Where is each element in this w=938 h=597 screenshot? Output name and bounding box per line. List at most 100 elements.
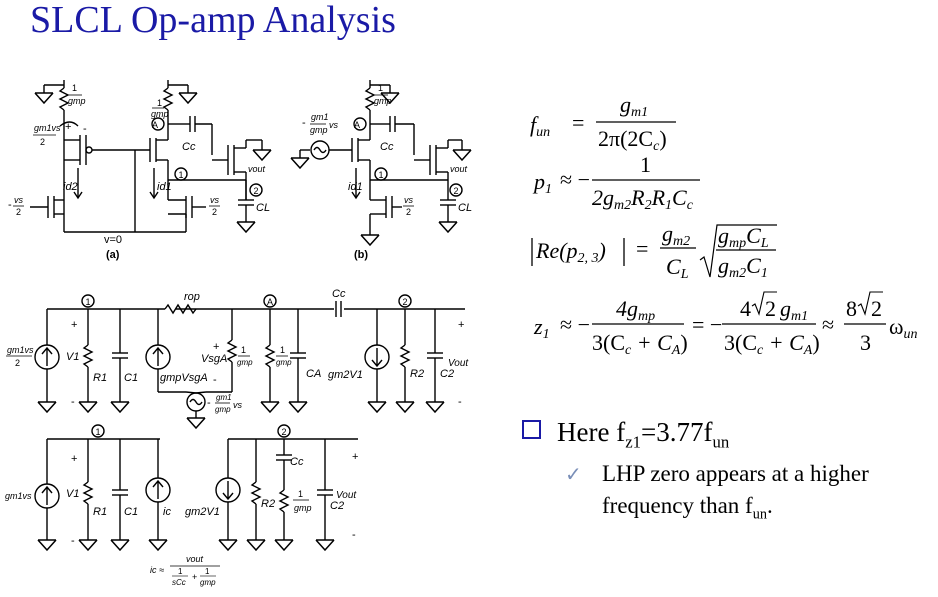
svg-text:A: A (267, 297, 273, 307)
svg-text:gm1vs: gm1vs (7, 345, 34, 355)
svg-text:V1: V1 (66, 488, 79, 500)
svg-text:R1: R1 (93, 372, 107, 384)
svg-text:2: 2 (871, 296, 882, 321)
svg-text:gmp: gmp (68, 96, 86, 106)
svg-text:id2: id2 (63, 181, 78, 193)
svg-text:gmp: gmp (276, 358, 292, 367)
small-signal-circuit-1 (34, 294, 465, 429)
equation-p1: p1 ≈ − 1 2gm2R2R1Cc (532, 152, 700, 213)
svg-text:(a): (a) (106, 249, 120, 261)
svg-text:8: 8 (846, 296, 857, 321)
svg-text:1: 1 (378, 170, 383, 180)
svg-text:Cc: Cc (290, 456, 304, 468)
svg-text:+: + (192, 572, 197, 582)
equation-z1: z1 ≈ − 4gmp 3(Cc + CA) = − 4 2 gm1 3(Cc … (533, 291, 917, 358)
svg-text:3(Cc + CA): 3(Cc + CA) (592, 330, 688, 358)
svg-text:gmp: gmp (374, 96, 392, 106)
svg-text:gmp: gmp (237, 358, 253, 367)
svg-text:1: 1 (72, 83, 77, 93)
sub-line-2: frequency than fun. (602, 493, 773, 523)
svg-text:gm2V1: gm2V1 (185, 506, 220, 518)
svg-text:gm2V1: gm2V1 (328, 369, 363, 381)
svg-text:CL: CL (666, 254, 689, 282)
svg-text:3: 3 (860, 330, 871, 355)
svg-text:V1: V1 (66, 351, 79, 363)
svg-text:VsgA: VsgA (201, 353, 227, 365)
svg-text:1: 1 (241, 345, 246, 355)
svg-text:CL: CL (458, 202, 472, 214)
svg-text:ic: ic (163, 506, 171, 518)
svg-text:Cc: Cc (332, 288, 346, 300)
bullet-main: Here fz1=3.77fun (522, 417, 729, 452)
circuit-a (30, 80, 272, 233)
svg-text:+: + (71, 319, 77, 331)
svg-text:2: 2 (15, 358, 20, 368)
circuit-b-labels: 1 gmp - gm1 gmp vs A 1 2 Cc vout CL id1 … (302, 83, 472, 261)
svg-text:1: 1 (157, 98, 162, 108)
svg-text:vs: vs (329, 120, 339, 130)
svg-text:-: - (213, 374, 217, 386)
equations: fun = gm1 2π(2Cc) p1 ≈ − 1 2gm2R2R1Cc Re… (530, 92, 917, 358)
svg-text:=: = (572, 110, 584, 135)
svg-text:4gmp: 4gmp (616, 296, 655, 324)
equation-re-p23: Re(p2, 3) = gm2 CL gmpCL gm2C1 (531, 221, 777, 282)
svg-text:2: 2 (253, 186, 258, 196)
checkbox-bullet-icon (522, 420, 541, 439)
svg-text:gm1: gm1 (216, 393, 232, 402)
svg-text:2: 2 (765, 296, 776, 321)
svg-text:1: 1 (378, 83, 383, 93)
svg-text:ωun: ωun (889, 314, 917, 342)
svg-text:vout: vout (450, 164, 468, 174)
svg-text:vout: vout (248, 164, 266, 174)
svg-text:2: 2 (402, 297, 407, 307)
svg-text:gmp: gmp (294, 503, 312, 513)
checkmark-icon: ✓ (565, 464, 582, 486)
svg-text:≈: ≈ (822, 312, 834, 337)
svg-text:gmp: gmp (310, 125, 328, 135)
svg-text:2: 2 (453, 186, 458, 196)
svg-text:gm1: gm1 (780, 296, 808, 324)
svg-text:≈ −: ≈ − (560, 312, 590, 337)
circuit-b (290, 80, 472, 246)
svg-text:CA: CA (306, 368, 321, 380)
svg-text:fun: fun (530, 112, 550, 140)
svg-text:≈ −: ≈ − (560, 167, 590, 192)
svg-text:rop: rop (184, 291, 200, 303)
svg-text:A: A (152, 120, 158, 130)
svg-text:1: 1 (85, 297, 90, 307)
svg-text:Vout: Vout (336, 490, 357, 501)
svg-text:gmp: gmp (151, 109, 169, 119)
svg-text:gm2: gm2 (662, 221, 690, 249)
svg-text:-: - (352, 529, 356, 541)
svg-text:gmpCL: gmpCL (718, 223, 769, 251)
svg-text:gmpVsgA: gmpVsgA (160, 372, 208, 384)
svg-text:2: 2 (281, 427, 286, 437)
equation-fun: fun = gm1 2π(2Cc) (530, 92, 676, 154)
svg-text:= −: = − (692, 312, 722, 337)
svg-text:A: A (354, 120, 360, 130)
svg-text:Re(p2, 3): Re(p2, 3) (535, 238, 606, 266)
svg-text:4: 4 (740, 296, 751, 321)
svg-text:gm1: gm1 (620, 92, 648, 120)
svg-text:C1: C1 (124, 372, 138, 384)
svg-text:gm1vs: gm1vs (34, 123, 61, 133)
svg-text:p1: p1 (532, 169, 552, 197)
svg-text:2: 2 (40, 137, 45, 147)
svg-text:3(Cc + CA): 3(Cc + CA) (724, 330, 820, 358)
svg-text:ic ≈: ic ≈ (150, 565, 164, 575)
circuit-diagrams: 1 gmp gm1vs 2 + - A 1 2 Cc vout CL id2 i… (5, 80, 472, 587)
svg-text:-: - (83, 123, 87, 135)
svg-text:R2: R2 (261, 498, 275, 510)
svg-text:id1: id1 (157, 181, 172, 193)
svg-text:2: 2 (16, 207, 21, 217)
svg-text:-: - (8, 199, 12, 211)
svg-text:-: - (71, 396, 75, 408)
small-signal-circuit-2-labels: 1 2 gm1vs V1 R1 C1 ic + - gm2V1 R2 Cc 1 … (5, 427, 358, 587)
svg-text:gm2C1: gm2C1 (718, 253, 768, 281)
svg-text:gmp: gmp (200, 578, 216, 587)
circuit-a-labels: 1 gmp gm1vs 2 + - A 1 2 Cc vout CL id2 i… (8, 83, 270, 261)
svg-text:1: 1 (178, 567, 183, 576)
svg-text:2gm2R2R1Cc: 2gm2R2R1Cc (592, 185, 694, 213)
svg-text:1: 1 (205, 567, 210, 576)
svg-text:id1: id1 (348, 181, 363, 193)
